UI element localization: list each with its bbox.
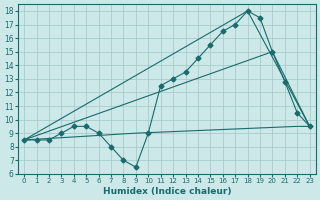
X-axis label: Humidex (Indice chaleur): Humidex (Indice chaleur) <box>103 187 231 196</box>
